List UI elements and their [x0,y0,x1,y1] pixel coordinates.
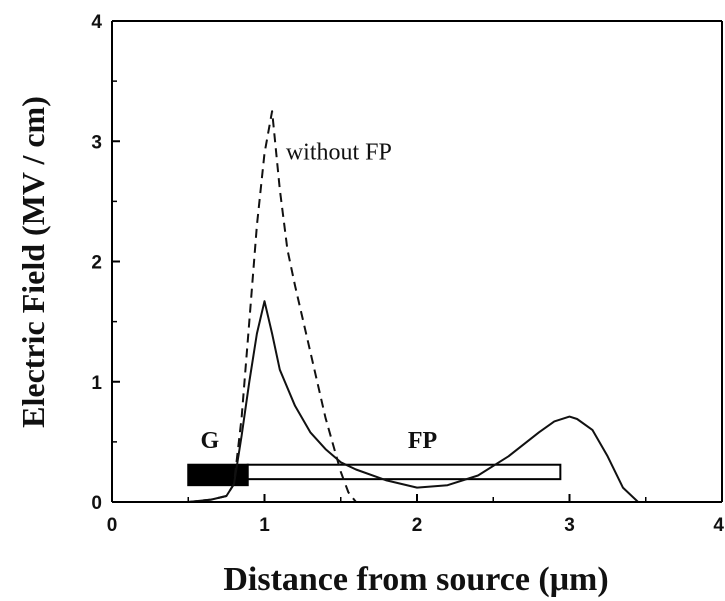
x-axis-title: Distance from source (μm) [223,561,608,598]
field-plate-bar [246,463,562,481]
annotations-group: without FP G FP [200,139,437,454]
series-line-with-fp [142,300,639,503]
gate-bar [187,463,249,487]
series-group [142,110,639,503]
device-structures [187,463,562,487]
x-tick-label: 2 [412,515,423,536]
tick-labels-group: 0 1 2 3 4 0 1 2 3 4 [91,12,724,536]
annotation-g: G [200,428,219,454]
y-tick-label: 1 [91,373,102,394]
series-line-without-fp [188,110,357,503]
annotation-without-fp: without FP [286,139,392,165]
axes-group [111,20,723,503]
y-tick-label: 2 [91,253,102,274]
x-tick-label: 3 [564,515,575,536]
y-tick-label: 4 [91,12,102,33]
y-tick-label: 0 [91,493,102,514]
y-axis-title: Electric Field (MV / cm) [15,96,51,428]
annotation-fp: FP [408,428,437,454]
x-tick-label: 0 [107,515,118,536]
x-tick-label: 4 [713,515,724,536]
x-tick-label: 1 [259,515,270,536]
y-tick-label: 3 [91,132,102,153]
